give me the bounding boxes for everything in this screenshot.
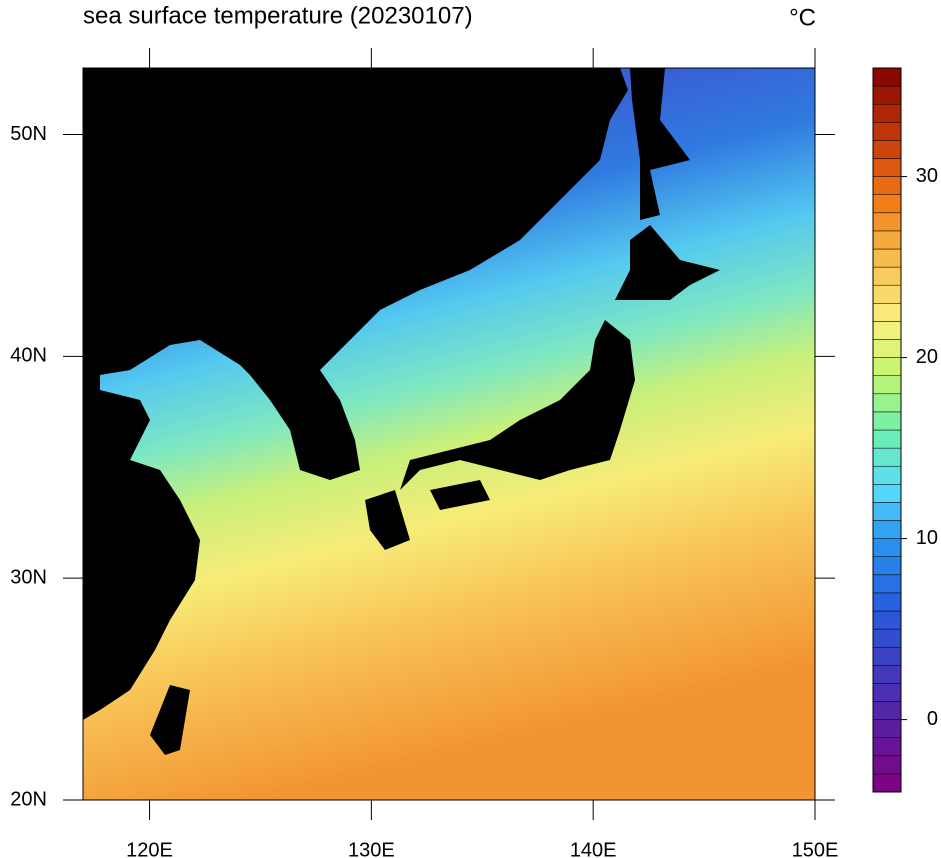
colorbar-segment	[872, 411, 902, 431]
land	[83, 68, 720, 755]
colorbar-segment	[872, 465, 902, 485]
colorbar-segment	[872, 520, 902, 539]
colorbar-segment	[872, 502, 902, 521]
colorbar-tick-label: 0	[927, 708, 938, 730]
colorbar-segment	[872, 194, 902, 214]
colorbar-segment	[872, 574, 902, 594]
colorbar-segment	[872, 303, 902, 322]
colorbar-segment	[872, 230, 902, 250]
title: sea surface temperature (20230107)	[83, 2, 473, 29]
colorbar-segment	[872, 158, 902, 177]
colorbar-segment	[872, 556, 902, 576]
colorbar-segment	[872, 429, 902, 449]
colorbar-segment	[872, 122, 902, 141]
colorbar-segment	[872, 176, 902, 195]
colorbar-segment	[872, 248, 902, 268]
colorbar-segment	[872, 447, 902, 467]
colorbar-segment	[872, 665, 902, 684]
colorbar-segment	[872, 67, 902, 87]
colorbar-tick-label: 20	[916, 346, 938, 368]
colorbar: 0 10 20 30	[872, 67, 938, 793]
colorbar-segment	[872, 592, 902, 612]
x-tick-label: 130E	[348, 839, 395, 858]
unit: °C	[789, 4, 816, 31]
colorbar-segment	[872, 393, 902, 413]
y-tick-label: 30N	[10, 566, 47, 588]
colorbar-segment	[872, 683, 902, 702]
y-tick-label: 20N	[10, 788, 47, 810]
colorbar-segment	[872, 140, 902, 159]
colorbar-segment	[872, 339, 902, 358]
x-tick-label: 120E	[126, 839, 173, 858]
colorbar-frame	[872, 67, 902, 793]
colorbar-segment	[872, 719, 902, 738]
colorbar-segment	[872, 773, 902, 793]
x-tick-label: 150E	[792, 839, 839, 858]
colorbar-segment	[872, 755, 902, 775]
colorbar-segment	[872, 321, 902, 340]
colorbar-segment	[872, 484, 902, 503]
colorbar-segment	[872, 212, 902, 232]
colorbar-tick-label: 10	[916, 527, 938, 549]
map	[83, 68, 815, 800]
colorbar-segment	[872, 701, 902, 720]
colorbar-segment	[872, 646, 902, 666]
colorbar-segment	[872, 103, 902, 123]
colorbar-segment	[872, 628, 902, 648]
x-tick-label: 140E	[570, 839, 617, 858]
y-tick-label: 50N	[10, 123, 47, 145]
colorbar-segment	[872, 538, 902, 557]
colorbar-segment	[872, 284, 902, 304]
map-frame	[82, 67, 816, 801]
colorbar-segment	[872, 610, 902, 630]
y-tick-label: 40N	[10, 345, 47, 367]
colorbar-segment	[872, 85, 902, 105]
colorbar-segment	[872, 375, 902, 395]
colorbar-segment	[872, 266, 902, 286]
colorbar-segment	[872, 737, 902, 757]
colorbar-tick-label: 30	[916, 165, 938, 187]
colorbar-segment	[872, 357, 902, 376]
